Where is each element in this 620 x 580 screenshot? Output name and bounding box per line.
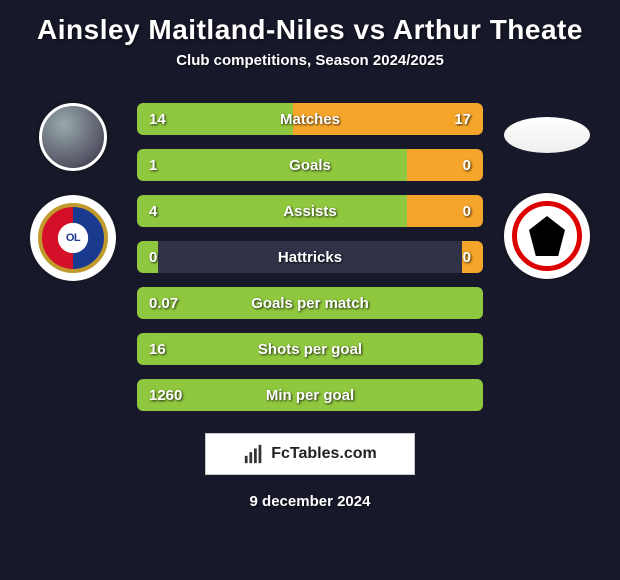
stat-label: Shots per goal (137, 333, 483, 365)
footer-brand-text: FcTables.com (271, 445, 377, 463)
player-photo-right (504, 117, 590, 153)
stats-bars: 14Matches171Goals04Assists00Hattricks00.… (137, 103, 483, 411)
stat-label: Goals (137, 149, 483, 181)
stat-row: 1Goals0 (137, 149, 483, 181)
stat-value-right: 0 (463, 241, 471, 273)
stat-label: Assists (137, 195, 483, 227)
chart-icon (243, 443, 265, 465)
stat-row: 0.07Goals per match (137, 287, 483, 319)
left-side (15, 103, 131, 281)
footer-date: 9 december 2024 (0, 493, 620, 510)
stat-row: 1260Min per goal (137, 379, 483, 411)
stat-row: 0Hattricks0 (137, 241, 483, 273)
comparison-content: 14Matches171Goals04Assists00Hattricks00.… (0, 103, 620, 411)
stat-value-right: 0 (463, 149, 471, 181)
footer-brand-badge[interactable]: FcTables.com (205, 433, 415, 475)
ef-badge-icon (512, 201, 582, 271)
subtitle: Club competitions, Season 2024/2025 (0, 52, 620, 69)
stat-row: 4Assists0 (137, 195, 483, 227)
club-badge-right (504, 193, 590, 279)
stat-label: Min per goal (137, 379, 483, 411)
stat-value-right: 17 (454, 103, 471, 135)
club-badge-left (30, 195, 116, 281)
player-photo-left (39, 103, 107, 171)
stat-row: 16Shots per goal (137, 333, 483, 365)
ol-badge-icon (38, 203, 108, 273)
stat-label: Hattricks (137, 241, 483, 273)
stat-label: Matches (137, 103, 483, 135)
stat-label: Goals per match (137, 287, 483, 319)
stat-value-right: 0 (463, 195, 471, 227)
page-title: Ainsley Maitland-Niles vs Arthur Theate (0, 0, 620, 52)
stat-row: 14Matches17 (137, 103, 483, 135)
right-side (489, 103, 605, 279)
